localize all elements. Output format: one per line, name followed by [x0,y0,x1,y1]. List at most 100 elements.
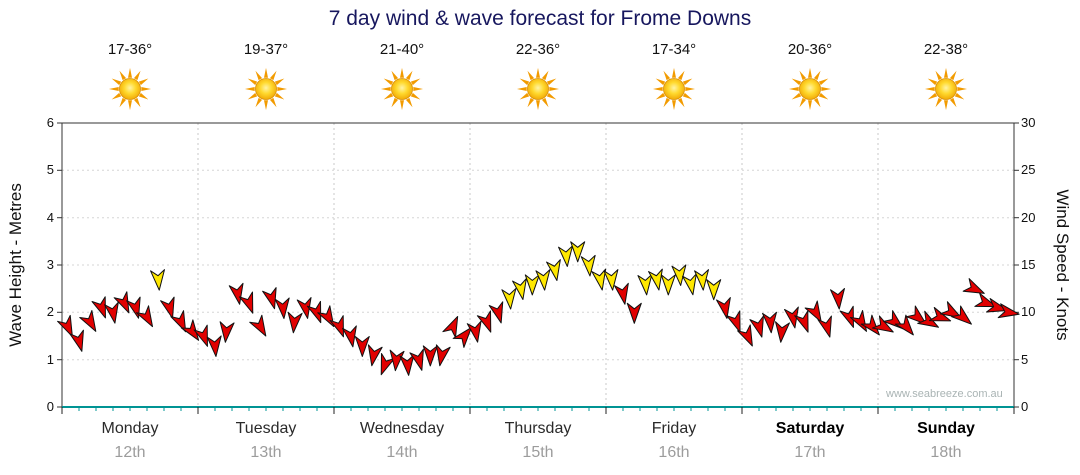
sun-ray [263,100,269,111]
sun-ray [677,70,685,81]
wind-arrow [737,324,753,347]
wind-arrow [558,245,573,267]
wind-arrow [775,321,790,343]
wind-arrow [762,311,777,334]
date-label: 17th [794,444,826,461]
sun-ray [821,86,832,92]
sun-ray [549,86,560,92]
wind-arrow [180,319,200,341]
day-label: Friday [651,420,697,437]
y-axis-tick-left: 1 [46,352,54,367]
sun-ray [383,92,394,100]
sun-ray [127,100,133,111]
wind-arrow [219,321,235,343]
day-temp-range: 17-34° [651,41,697,58]
wind-arrow [917,310,940,328]
sun-ray [527,70,535,81]
wind-arrow [422,345,438,367]
wind-arrow [860,314,880,336]
sun-ray [108,86,119,92]
wind-arrow [849,310,867,332]
sun-ray [807,67,813,78]
sun-ray [519,92,530,100]
sun-ray [119,97,127,108]
wind-arrow [706,279,722,301]
sun-disc [935,78,957,100]
sun-ray [255,97,263,108]
wind-arrow [170,310,187,333]
sun-ray [949,70,957,81]
wind-arrow [380,353,396,376]
watermark: www.seabreeze.com.au [886,388,1003,400]
y-axis-tick-left: 6 [46,115,54,130]
date-label: 12th [114,444,146,461]
sun-ray [133,97,141,108]
sun-ray [541,97,549,108]
wind-arrow [570,241,586,263]
sun-disc [799,78,821,100]
sun-ray [133,70,141,81]
sun-icon [380,67,424,111]
y-axis-tick-right: 10 [1021,304,1036,319]
sun-ray [269,97,277,108]
wind-arrow [682,273,697,296]
day-label: Tuesday [235,420,297,437]
sun-ray [405,97,413,108]
wind-arrow [726,310,741,333]
wind-arrow [354,336,370,357]
sun-ray [269,70,277,81]
sun-ray [519,78,530,86]
sun-ray [671,100,677,111]
sun-icon [516,67,560,111]
wind-arrow [329,315,344,338]
y-axis-tick-left: 5 [46,162,54,177]
wind-arrow [409,348,424,371]
day-temp-range: 22-36° [515,41,561,58]
wind-arrow [830,288,845,310]
sun-disc [527,78,549,100]
sun-ray [535,67,541,78]
sun-ray [818,92,829,100]
sun-ray [399,100,405,111]
sun-ray [111,78,122,86]
wind-arrow [524,274,540,296]
sun-ray [935,97,943,108]
wind-arrow [637,273,653,296]
sun-ray [799,97,807,108]
sun-ray [111,92,122,100]
y-axis-tick-right: 20 [1021,210,1036,225]
sun-ray [138,92,149,100]
sun-ray [277,86,288,92]
y-axis-tick-left: 3 [46,257,54,272]
sun-icon [244,67,288,111]
sun-ray [682,78,693,86]
wind-arrow [317,305,335,328]
wind-arrow [694,269,709,291]
wind-arrow [399,354,415,376]
wind-arrow [580,254,596,277]
wind-arrow [962,278,985,294]
date-label: 14th [386,444,418,461]
wind-arrow [193,324,208,347]
sun-ray [413,86,424,92]
wind-arrow [228,282,244,305]
date-label: 16th [658,444,690,461]
sun-ray [943,67,949,78]
right-axis-label: Wind Speed - Knots [1053,189,1072,341]
wind-arrow [905,305,927,325]
sun-ray [927,78,938,86]
y-axis-tick-right: 15 [1021,257,1036,272]
sun-ray [380,86,391,92]
sun-ray [813,70,821,81]
wind-arrow [91,296,106,319]
wind-arrow [367,344,383,367]
y-axis-tick-left: 0 [46,399,54,414]
sun-ray [663,70,671,81]
wind-arrow [476,310,492,333]
wind-arrow [249,314,267,337]
sun-disc [119,78,141,100]
sun-disc [663,78,685,100]
wind-arrow [749,315,764,338]
sun-ray [247,92,258,100]
wind-arrow [512,278,527,301]
